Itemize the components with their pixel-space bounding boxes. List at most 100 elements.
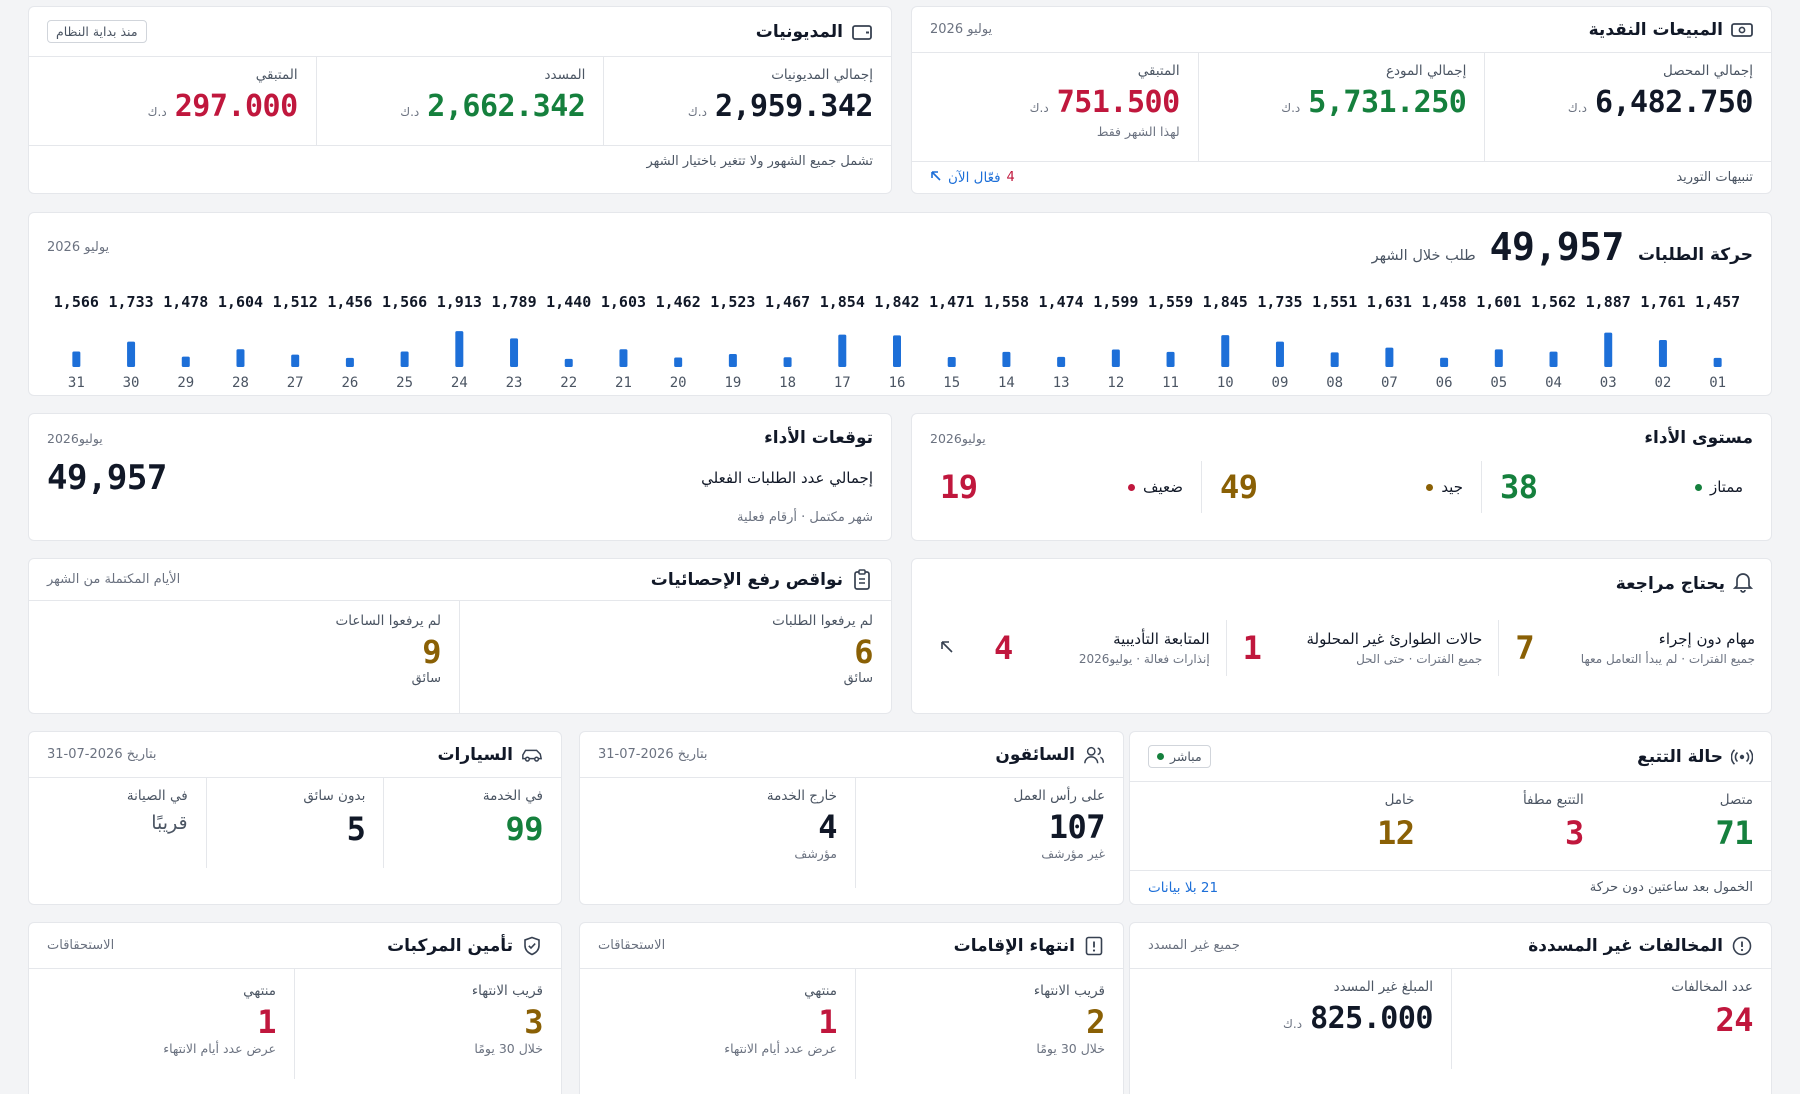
bar-value-label: 1,761 (1640, 293, 1685, 311)
tracking-card: حالة التتبع مباشر متصل 71 التتبع مطفأ 3 … (1129, 731, 1772, 905)
x-tick-label: 17 (834, 375, 851, 391)
chart-bar[interactable] (181, 356, 190, 367)
orders-period: يوليو 2026 (47, 239, 110, 255)
x-tick-label: 12 (1107, 375, 1124, 391)
idle-note: الخمول بعد ساعتين دون حركة (1589, 880, 1753, 895)
bar-value-label: 1,558 (984, 293, 1029, 311)
x-tick-label: 27 (287, 375, 304, 391)
chart-bar[interactable] (947, 357, 956, 367)
violations-amount-stat: المبلغ غير المسدد 825.000 د.ك (1283, 979, 1433, 1036)
chart-bar[interactable] (236, 349, 245, 367)
chart-bar[interactable] (1166, 351, 1175, 367)
stats-missing-title: نواقص رفع الإحصائيات (650, 569, 843, 590)
x-tick-label: 07 (1381, 375, 1398, 391)
bar-value-label: 1,462 (656, 293, 701, 311)
chart-bar[interactable] (1385, 347, 1394, 367)
chart-bar[interactable] (1221, 335, 1230, 367)
forecast-label: إجمالي عدد الطلبات الفعلي (701, 469, 873, 487)
banknote-icon (1731, 19, 1753, 41)
pending-tasks-item[interactable]: مهام دون إجراء جميع الفترات · لم يبدأ ال… (1515, 629, 1755, 667)
emergency-cases-item[interactable]: حالات الطوارئ غير المحلولة جميع الفترات … (1242, 629, 1483, 667)
chart-bar[interactable] (838, 334, 847, 367)
violations-count-stat: عدد المخالفات 24 (1451, 969, 1771, 1069)
no-data-link[interactable]: 21 بلا بيانات (1148, 879, 1219, 896)
residency-title: انتهاء الإقامات (953, 935, 1075, 956)
chart-bar[interactable] (1713, 357, 1722, 367)
chart-bar[interactable] (1494, 349, 1503, 367)
bar-value-label: 1,457 (1695, 293, 1740, 311)
stats-missing-card: نواقص رفع الإحصائيات الأيام المكتملة من … (28, 558, 892, 714)
alert-square-icon (1083, 935, 1105, 957)
x-tick-label: 25 (396, 375, 413, 391)
chart-bar[interactable] (400, 351, 409, 367)
x-tick-label: 10 (1217, 375, 1234, 391)
bar-value-label: 1,842 (874, 293, 919, 311)
chart-bar[interactable] (564, 358, 573, 367)
chart-bar[interactable] (1440, 357, 1449, 367)
chart-bar[interactable] (510, 338, 519, 367)
live-dot-icon (1157, 753, 1164, 760)
chart-bar[interactable] (674, 357, 683, 367)
no-driver-stat: بدون سائق 5 (205, 778, 384, 868)
review-card: يحتاج مراجعة مهام دون إجراء جميع الفترات… (911, 558, 1772, 714)
missing-hours-stat: لم يرفعوا الساعات 9 سائق (335, 613, 442, 686)
good-stat: جيد 49 (1220, 468, 1463, 506)
chart-bar[interactable] (1275, 341, 1284, 367)
cash-sales-header: المبيعات النقدية يوليو 2026 (912, 7, 1771, 53)
chart-bar[interactable] (72, 351, 81, 367)
chart-bar[interactable] (728, 353, 737, 367)
bar-value-label: 1,523 (710, 293, 755, 311)
amber-dot-icon (1426, 483, 1434, 491)
residency-card: انتهاء الإقامات الاستحقاقات قريب الانتها… (579, 922, 1124, 1094)
maintenance-stat: في الصيانة قريبًا (126, 788, 188, 834)
chart-bar[interactable] (1658, 340, 1667, 367)
debts-card: المديونيات منذ بداية النظام إجمالي المدي… (28, 6, 892, 194)
weak-stat: ضعيف 19 (940, 468, 1183, 506)
violations-title: المخالفات غير المسددة (1528, 935, 1723, 956)
chart-bar[interactable] (1549, 351, 1558, 367)
chart-bar[interactable] (893, 335, 901, 367)
bar-value-label: 1,631 (1367, 293, 1412, 311)
arrow-up-left-icon[interactable] (940, 639, 954, 658)
clipboard-icon (851, 568, 873, 591)
x-tick-label: 01 (1709, 375, 1726, 391)
excellent-stat: ممتاز 38 (1500, 468, 1743, 506)
chart-bar[interactable] (1002, 351, 1011, 367)
chart-bar[interactable] (127, 341, 136, 367)
bar-value-label: 1,887 (1586, 293, 1631, 311)
orders-total: 49,957 (1489, 225, 1625, 269)
red-dot-icon (1127, 483, 1135, 491)
chart-bar[interactable] (455, 331, 464, 367)
bar-value-label: 1,512 (273, 293, 318, 311)
x-tick-label: 11 (1162, 375, 1179, 391)
residency-near-stat: قريب الانتهاء 2 خلال 30 يومًا (855, 969, 1123, 1079)
chart-bar[interactable] (1057, 356, 1066, 367)
x-tick-label: 14 (998, 375, 1015, 391)
review-title: يحتاج مراجعة (1615, 574, 1725, 594)
x-tick-label: 20 (670, 375, 687, 391)
off-duty-stat: خارج الخدمة 4 مؤرشف (766, 788, 838, 861)
chart-bar[interactable] (1330, 352, 1339, 367)
debts-title: المديونيات (755, 21, 843, 42)
bar-value-label: 1,478 (163, 293, 208, 311)
supply-alerts-link[interactable]: 4 فعّال الآن (930, 170, 1015, 186)
insurance-near-stat: قريب الانتهاء 3 خلال 30 يومًا (294, 969, 561, 1079)
x-tick-label: 21 (615, 375, 632, 391)
users-icon (1083, 744, 1105, 766)
chart-bar[interactable] (1604, 332, 1613, 367)
chart-bar[interactable] (783, 357, 792, 367)
forecast-note: شهر مكتمل · أرقام فعلية (737, 510, 873, 525)
chart-bar[interactable] (345, 357, 354, 367)
supply-alerts-row: تنبيهات التوريد 4 فعّال الآن (912, 161, 1771, 193)
bar-value-label: 1,440 (546, 293, 591, 311)
on-duty-stat: على رأس العمل 107 غير مؤرشف (855, 778, 1123, 888)
chart-bar[interactable] (1111, 349, 1120, 367)
signal-icon (1731, 746, 1753, 768)
chart-bar[interactable] (291, 354, 300, 367)
debts-paid-value: 2,662.342 (427, 89, 586, 124)
chart-bar[interactable] (619, 349, 628, 367)
drivers-card: السائقون بتاريخ 2026-07-31 على رأس العمل… (579, 731, 1124, 905)
connected-stat: متصل 71 (1715, 792, 1753, 852)
drivers-title: السائقون (995, 744, 1075, 765)
disciplinary-item[interactable]: المتابعة التأديبية إنذارات فعالة · يوليو… (993, 629, 1210, 667)
